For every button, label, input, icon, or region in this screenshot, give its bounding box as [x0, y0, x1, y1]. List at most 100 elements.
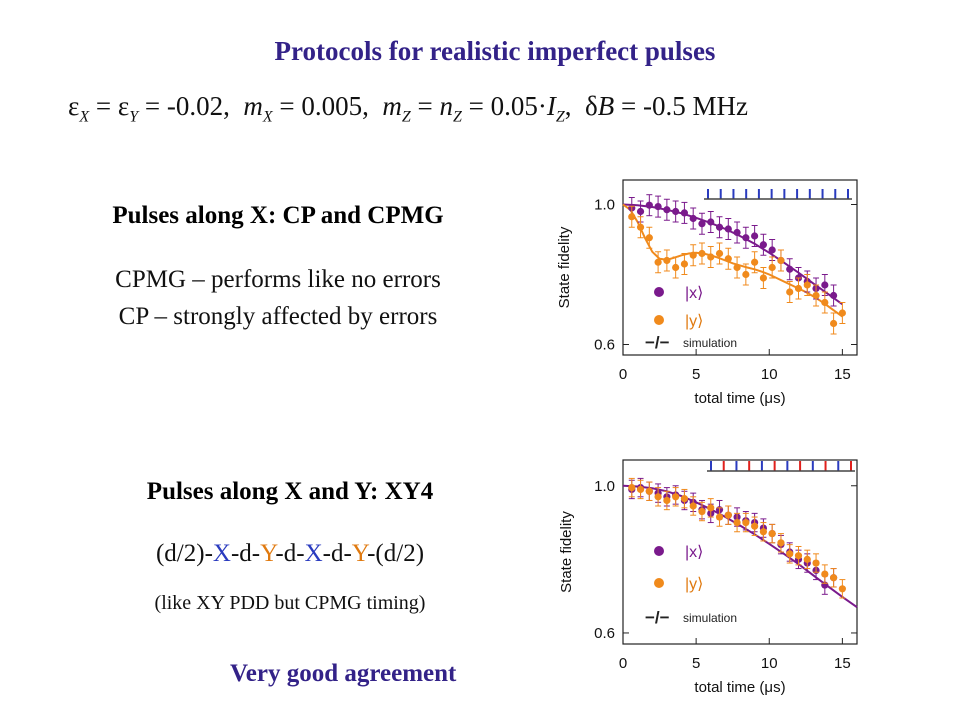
chart-cp-cpmg: 0 5 10 15 0.6 1.0 total time (μs) State fidelit…: [556, 179, 858, 407]
data-point-orange: [654, 493, 662, 501]
data-point-orange: [698, 249, 706, 258]
data-point-purple: [821, 281, 829, 289]
data-point-orange: [812, 559, 820, 567]
data-point-orange: [794, 552, 803, 560]
legend-marker-orange: [654, 578, 664, 588]
x-tick-label: 5: [692, 655, 700, 672]
legend-label-purple: |x⟩: [685, 544, 703, 561]
data-point-purple: [733, 228, 741, 237]
data-point-orange: [786, 550, 794, 558]
data-point-orange: [689, 502, 697, 510]
data-point-purple: [715, 223, 724, 231]
data-point-orange: [803, 281, 811, 289]
data-point-purple: [786, 265, 794, 273]
data-point-purple: [768, 246, 776, 254]
data-point-orange: [680, 260, 689, 268]
x-tick-label: 10: [761, 366, 778, 383]
plot-frame: [622, 179, 858, 356]
data-point-orange: [715, 249, 724, 258]
y-tick-label: 0.6: [594, 337, 615, 354]
data-point-purple: [654, 203, 662, 211]
data-point-orange: [663, 496, 671, 505]
data-point-purple: [689, 214, 697, 223]
data-point-purple: [724, 225, 732, 233]
legend-sim-symbol: −/−: [645, 608, 670, 627]
data-point-orange: [830, 319, 838, 328]
data-point-orange: [680, 495, 689, 503]
data-point-orange: [759, 274, 767, 282]
y-axis-label: State fidelity: [556, 226, 573, 308]
legend-marker-orange: [654, 315, 664, 325]
data-point-purple: [707, 218, 715, 226]
sequence-note: (like XY PDD but CPMG timing): [154, 592, 426, 614]
data-point-purple: [830, 291, 838, 300]
section1-heading: Pulses along X: CP and CPMG: [112, 202, 444, 229]
y-tick-label: 1.0: [594, 197, 615, 214]
legend-marker-purple: [654, 546, 664, 556]
data-point-orange: [821, 570, 829, 578]
y-tick-label: 1.0: [594, 478, 615, 495]
data-point-orange: [672, 493, 680, 501]
section1-line2: CP – strongly affected by errors: [118, 303, 438, 330]
legend-label-orange: |y⟩: [685, 313, 703, 330]
data-point-purple: [680, 209, 689, 217]
data-point-orange: [645, 234, 653, 242]
x-axis-label: total time (μs): [694, 679, 785, 696]
data-point-orange: [777, 539, 785, 547]
x-tick-label: 5: [692, 366, 700, 383]
data-point-orange: [715, 513, 724, 521]
slide-title: Protocols for realistic imperfect pulses: [274, 36, 716, 66]
legend-sim-label: simulation: [683, 336, 737, 350]
data-point-orange: [724, 511, 732, 519]
data-point-orange: [707, 253, 715, 261]
legend-label-purple: |x⟩: [685, 285, 703, 302]
data-point-purple: [663, 206, 671, 214]
legend-sim-label: simulation: [683, 611, 737, 625]
data-point-orange: [777, 256, 785, 265]
pulse-sequence: (d/2)-X-d-Y-d-X-d-Y-(d/2): [155, 540, 425, 567]
x-tick-label: 0: [619, 655, 627, 672]
data-point-orange: [724, 255, 732, 263]
conclusion: Very good agreement: [230, 660, 457, 687]
data-point-orange: [768, 263, 776, 272]
data-point-orange: [742, 270, 750, 279]
data-point-purple: [636, 207, 645, 216]
data-point-orange: [812, 291, 820, 300]
data-point-orange: [698, 507, 706, 516]
simulation-curve-purple: [622, 484, 858, 609]
data-point-orange: [751, 258, 759, 266]
section2-heading: Pulses along X and Y: XY4: [146, 478, 434, 505]
legend-label-orange: |y⟩: [685, 576, 703, 593]
data-point-orange: [803, 555, 811, 563]
y-tick-label: 0.6: [594, 625, 615, 642]
data-point-purple: [698, 220, 706, 228]
data-point-orange: [636, 485, 645, 494]
data-point-orange: [689, 251, 697, 259]
x-tick-label: 15: [834, 655, 851, 672]
data-point-orange: [672, 263, 680, 272]
data-point-orange: [654, 258, 662, 266]
legend-sim-symbol: −/−: [645, 333, 670, 352]
data-point-orange: [628, 484, 636, 492]
data-point-orange: [733, 518, 741, 527]
section1-line1: CPMG – performs like no errors: [115, 266, 441, 293]
data-point-orange: [636, 223, 645, 231]
data-point-orange: [759, 528, 767, 536]
data-point-orange: [794, 284, 803, 293]
data-point-orange: [707, 504, 715, 512]
parameter-line: εX = εY = -0.02, mX = 0.005, mZ = nZ = 0…: [68, 91, 748, 126]
data-point-purple: [751, 232, 759, 240]
chart-xy4: 0 5 10 15 0.6 1.0 total time (μs) State fidelit…: [558, 459, 858, 696]
data-point-orange: [751, 522, 759, 530]
data-point-orange: [821, 298, 829, 307]
data-point-purple: [645, 201, 653, 209]
x-tick-label: 10: [761, 655, 778, 672]
y-axis-label: State fidelity: [558, 511, 575, 593]
data-point-orange: [733, 263, 741, 272]
data-point-orange: [628, 213, 636, 221]
data-point-orange: [742, 518, 750, 527]
data-point-orange: [838, 585, 846, 593]
plot-frame: [622, 459, 858, 645]
data-point-orange: [768, 530, 776, 538]
x-axis-label: total time (μs): [694, 390, 785, 407]
